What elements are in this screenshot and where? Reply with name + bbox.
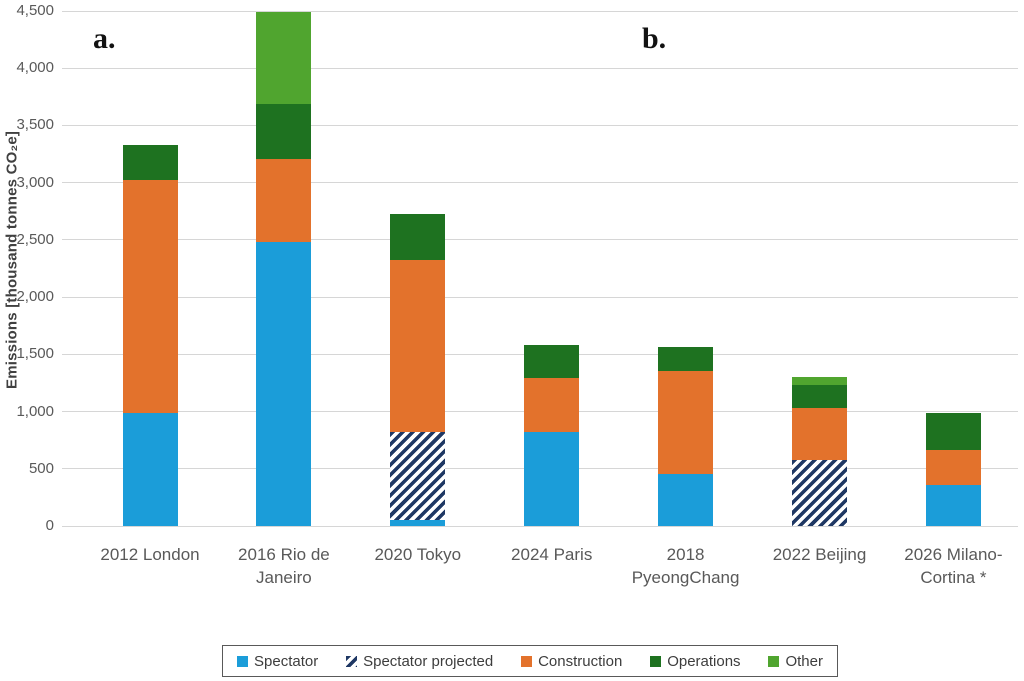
gridline: [62, 182, 1018, 184]
bar-segment-construction: [390, 260, 446, 432]
gridline: [62, 67, 1018, 69]
bar-segment-construction: [256, 159, 312, 242]
bar-segment-operations: [524, 345, 580, 378]
bar-segment-spectator-projected: [792, 460, 847, 526]
legend-label: Spectator projected: [363, 652, 494, 670]
legend-item-spectator-projected: Spectator projected: [346, 653, 493, 670]
gridline: [62, 10, 1018, 12]
bar-segment-construction: [122, 180, 178, 413]
legend-item-operations: Operations: [650, 652, 741, 670]
x-axis-label: 2022 Beijing: [772, 545, 867, 564]
gridline: [62, 239, 1018, 241]
bar-segment-spectator: [256, 242, 312, 526]
y-axis-tick-label: 3,500: [16, 116, 54, 134]
bar-segment-spectator: [925, 485, 981, 526]
bar-segment-operations: [925, 413, 981, 450]
bar-segment-operations: [792, 385, 847, 408]
panel-label-b: b.: [642, 22, 667, 55]
gridline: [62, 525, 1018, 527]
y-axis-tick-label: 1,000: [16, 402, 54, 420]
legend-swatch-icon: [346, 655, 358, 667]
bar-segment-operations: [658, 347, 714, 371]
legend-item-construction: Construction: [521, 653, 622, 670]
bar-segment-spectator: [122, 413, 178, 526]
y-axis-tick-label: 4,000: [16, 59, 54, 77]
bar-segment-other: [792, 377, 847, 385]
x-axis-label: 2018 PyeongChang: [631, 545, 740, 587]
legend-swatch-icon: [521, 655, 533, 667]
legend-label: Spectator: [254, 652, 319, 670]
gridline: [62, 124, 1018, 126]
y-axis-tick-label: 500: [28, 459, 54, 477]
bar-segment-construction: [925, 450, 981, 485]
y-axis-tick-label: 2,500: [16, 230, 54, 248]
x-axis-label: 2020 Tokyo: [374, 545, 462, 564]
legend-label: Construction: [538, 652, 623, 670]
y-axis-tick-label: 4,500: [16, 2, 54, 19]
x-axis-label: 2016 Rio de Janeiro: [238, 545, 330, 587]
bar-segment-operations: [122, 145, 178, 180]
x-axis-label: 2012 London: [100, 545, 200, 564]
plot-area: [62, 10, 1018, 527]
bar-segment-other: [256, 12, 312, 104]
gridline: [62, 296, 1018, 298]
bar-segment-construction: [792, 408, 847, 460]
x-axis-label: 2026 Milano- Cortina *: [904, 545, 1003, 587]
legend-label: Other: [785, 652, 823, 670]
bar-segment-spectator: [658, 474, 714, 526]
y-axis-tick-label: 2,000: [16, 288, 54, 306]
y-axis-tick-label: 1,500: [16, 345, 54, 363]
legend-item-spectator: Spectator: [237, 653, 318, 670]
legend-item-other: Other: [768, 653, 823, 670]
bar-segment-construction: [658, 371, 714, 474]
bar-segment-operations: [390, 214, 446, 260]
bar-segment-spectator: [524, 432, 580, 526]
y-axis-title: Emissions [thousand tonnes CO₂e]: [3, 130, 21, 389]
x-axis-label: 2024 Paris: [511, 545, 593, 564]
bar-segment-spectator-projected: [390, 432, 446, 520]
legend-swatch-icon: [650, 655, 662, 667]
y-axis-tick-label: 0: [45, 517, 54, 534]
legend-label: Operations: [667, 652, 741, 670]
bar-segment-construction: [524, 378, 580, 432]
legend-swatch-icon: [768, 655, 780, 667]
y-axis-tick-label: 3,000: [16, 173, 54, 191]
legend-swatch-icon: [237, 655, 248, 667]
bar-segment-spectator: [390, 520, 446, 526]
bar-segment-operations: [256, 104, 312, 159]
panel-label-a: a.: [93, 22, 116, 55]
legend: Spectator Spectator projected Construction…: [222, 645, 838, 677]
